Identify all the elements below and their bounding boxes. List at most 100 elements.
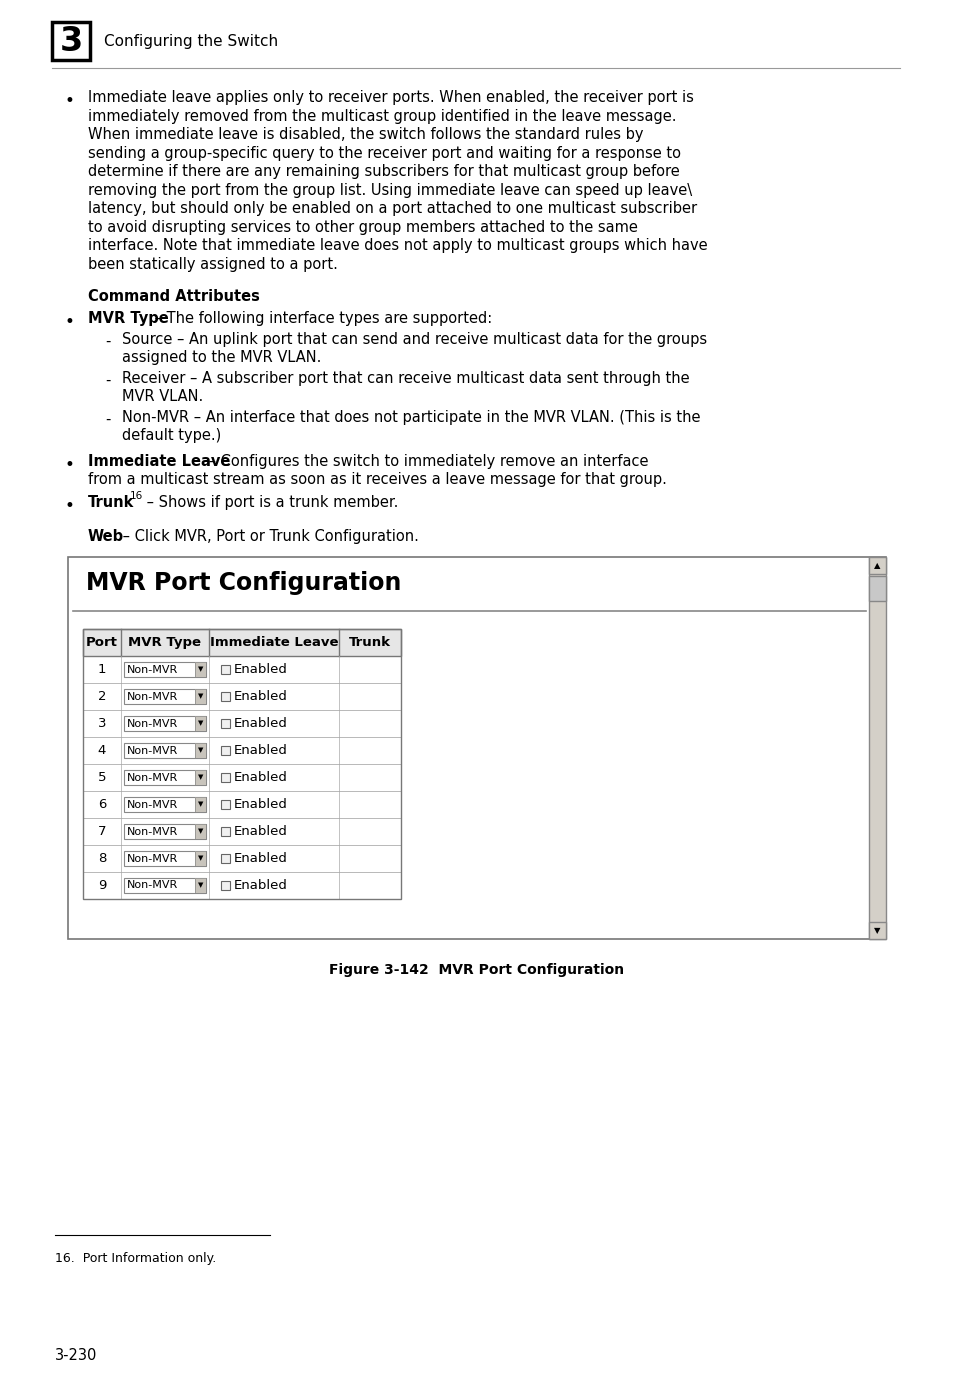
Bar — [124, 743, 206, 758]
Bar — [124, 688, 206, 704]
Text: Enabled: Enabled — [233, 663, 288, 676]
Bar — [868, 557, 885, 575]
Bar — [194, 824, 206, 838]
Text: ▲: ▲ — [873, 561, 880, 570]
Text: ▼: ▼ — [197, 666, 203, 673]
Bar — [194, 716, 206, 731]
Bar — [68, 557, 885, 940]
Text: •: • — [65, 92, 74, 110]
Bar — [194, 662, 206, 677]
Text: 16.  Port Information only.: 16. Port Information only. — [55, 1252, 216, 1264]
Bar — [194, 851, 206, 866]
Text: ▼: ▼ — [197, 801, 203, 808]
Text: latency, but should only be enabled on a port attached to one multicast subscrib: latency, but should only be enabled on a… — [88, 201, 697, 217]
Bar — [83, 629, 400, 657]
Text: 4: 4 — [98, 744, 106, 756]
Text: Non-MVR: Non-MVR — [127, 799, 178, 809]
Text: default type.): default type.) — [122, 428, 221, 443]
Text: ▼: ▼ — [197, 883, 203, 888]
Bar — [194, 770, 206, 786]
Text: to avoid disrupting services to other group members attached to the same: to avoid disrupting services to other gr… — [88, 219, 638, 235]
Bar — [221, 773, 230, 781]
Text: MVR VLAN.: MVR VLAN. — [122, 389, 203, 404]
Bar — [83, 872, 400, 899]
Text: determine if there are any remaining subscribers for that multicast group before: determine if there are any remaining sub… — [88, 164, 679, 179]
Text: ▼: ▼ — [197, 720, 203, 726]
Text: removing the port from the group list. Using immediate leave can speed up leave\: removing the port from the group list. U… — [88, 182, 696, 197]
Text: from a multicast stream as soon as it receives a leave message for that group.: from a multicast stream as soon as it re… — [88, 472, 666, 487]
Text: Enabled: Enabled — [233, 718, 288, 730]
Text: -: - — [105, 411, 111, 426]
Text: Web: Web — [88, 529, 124, 544]
Bar — [194, 716, 206, 731]
Text: 2: 2 — [97, 690, 106, 702]
Text: Enabled: Enabled — [233, 798, 288, 811]
Text: Immediate leave applies only to receiver ports. When enabled, the receiver port : Immediate leave applies only to receiver… — [88, 90, 693, 105]
Bar — [83, 845, 400, 872]
Text: Configuring the Switch: Configuring the Switch — [104, 33, 278, 49]
Text: Receiver – A subscriber port that can receive multicast data sent through the: Receiver – A subscriber port that can re… — [122, 371, 689, 386]
Text: been statically assigned to a port.: been statically assigned to a port. — [88, 257, 337, 272]
Bar — [221, 881, 230, 890]
Bar — [868, 557, 885, 940]
Bar — [868, 576, 885, 601]
Text: Non-MVR: Non-MVR — [127, 719, 178, 729]
Bar — [124, 662, 206, 677]
Text: Port: Port — [86, 636, 118, 650]
Text: Non-MVR: Non-MVR — [127, 854, 178, 863]
Text: •: • — [65, 314, 74, 330]
Bar — [221, 693, 230, 701]
Text: •: • — [65, 497, 74, 515]
Bar — [868, 557, 885, 940]
Bar — [221, 799, 230, 809]
Bar — [194, 797, 206, 812]
Text: ▼: ▼ — [197, 829, 203, 834]
Bar — [83, 629, 400, 657]
Bar — [83, 683, 400, 711]
Text: Non-MVR: Non-MVR — [127, 665, 178, 675]
Text: Enabled: Enabled — [233, 852, 288, 865]
Text: – The following interface types are supported:: – The following interface types are supp… — [150, 311, 492, 326]
Text: ▼: ▼ — [197, 775, 203, 780]
Bar — [124, 716, 206, 731]
Text: Non-MVR: Non-MVR — [127, 691, 178, 701]
Text: 6: 6 — [98, 798, 106, 811]
Bar — [124, 797, 206, 812]
Text: 3: 3 — [59, 25, 83, 57]
Bar — [221, 719, 230, 727]
Bar — [194, 879, 206, 892]
Bar — [194, 743, 206, 758]
Text: -: - — [105, 372, 111, 387]
Text: sending a group-specific query to the receiver port and waiting for a response t: sending a group-specific query to the re… — [88, 146, 680, 161]
Text: ▼: ▼ — [197, 748, 203, 754]
Bar — [124, 879, 206, 892]
Bar — [124, 851, 206, 866]
Text: When immediate leave is disabled, the switch follows the standard rules by: When immediate leave is disabled, the sw… — [88, 126, 643, 142]
Bar — [221, 854, 230, 863]
Text: Enabled: Enabled — [233, 690, 288, 702]
Text: 3-230: 3-230 — [55, 1348, 97, 1363]
Text: Non-MVR: Non-MVR — [127, 880, 178, 891]
Text: assigned to the MVR VLAN.: assigned to the MVR VLAN. — [122, 350, 321, 365]
Text: – Shows if port is a trunk member.: – Shows if port is a trunk member. — [142, 494, 398, 509]
Text: Immediate Leave: Immediate Leave — [210, 636, 338, 650]
Text: Immediate Leave: Immediate Leave — [88, 454, 230, 469]
Text: Non-MVR: Non-MVR — [127, 745, 178, 755]
Bar — [83, 737, 400, 763]
Text: ▼: ▼ — [197, 694, 203, 700]
Text: Enabled: Enabled — [233, 879, 288, 892]
Bar — [83, 818, 400, 845]
Bar — [221, 745, 230, 755]
Bar — [83, 791, 400, 818]
Text: Non-MVR: Non-MVR — [127, 773, 178, 783]
Bar — [83, 629, 400, 899]
Bar — [194, 770, 206, 786]
Bar — [194, 662, 206, 677]
Text: 1: 1 — [97, 663, 106, 676]
Text: immediately removed from the multicast group identified in the leave message.: immediately removed from the multicast g… — [88, 108, 676, 124]
Text: Trunk: Trunk — [88, 494, 134, 509]
Text: MVR Port Configuration: MVR Port Configuration — [86, 570, 401, 595]
Text: 5: 5 — [97, 770, 106, 784]
Text: Non-MVR: Non-MVR — [127, 826, 178, 837]
Bar — [194, 688, 206, 704]
